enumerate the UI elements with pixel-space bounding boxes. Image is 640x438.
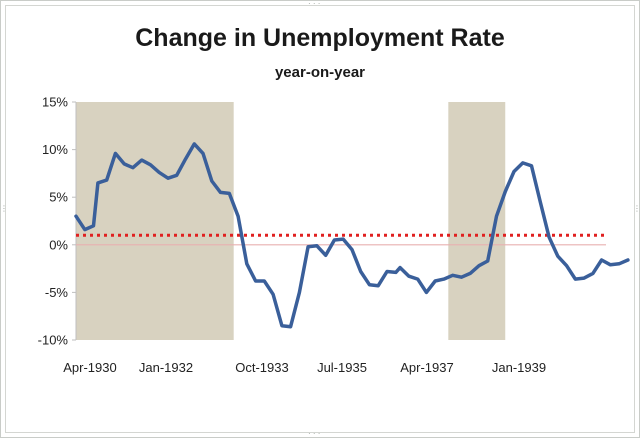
y-tick-label: 0% bbox=[49, 237, 68, 252]
resize-handle-top[interactable]: · · · bbox=[308, 0, 321, 8]
resize-handle-right[interactable]: ⋮ bbox=[633, 204, 640, 213]
chart-title: Change in Unemployment Rate bbox=[135, 24, 505, 52]
x-tick-labels: Apr-1930 Jan-1932 Oct-1933 Jul-1935 Apr-1937… bbox=[63, 360, 546, 375]
y-tick-labels: 15% 10% 5% 0% -5% -10% bbox=[38, 95, 69, 348]
y-tick-label: 10% bbox=[42, 142, 68, 157]
chart-area-border bbox=[5, 5, 635, 433]
chart-subtitle: year-on-year bbox=[274, 64, 366, 81]
resize-handle-bottom[interactable]: · · · bbox=[308, 429, 321, 438]
reference-lines bbox=[76, 233, 606, 246]
series-line-1 bbox=[74, 142, 630, 329]
resize-handle-left[interactable]: ⋮ bbox=[0, 204, 8, 213]
x-tick-label: Jan-1939 bbox=[492, 360, 546, 375]
x-tick-label: Apr-1930 bbox=[63, 360, 116, 375]
shaded-periods bbox=[76, 102, 506, 340]
y-tick-label: -10% bbox=[38, 333, 69, 348]
x-tick-label: Apr-1937 bbox=[400, 360, 453, 375]
y-tick-label: 5% bbox=[49, 190, 68, 205]
y-tick-label: 15% bbox=[42, 95, 68, 110]
axes bbox=[72, 101, 77, 341]
x-tick-label: Jan-1932 bbox=[139, 360, 193, 375]
x-tick-label: Jul-1935 bbox=[317, 360, 367, 375]
shaded-period-1 bbox=[76, 102, 234, 340]
x-tick-label: Oct-1933 bbox=[235, 360, 288, 375]
series-layer bbox=[74, 142, 630, 329]
y-tick-label: -5% bbox=[45, 285, 69, 300]
